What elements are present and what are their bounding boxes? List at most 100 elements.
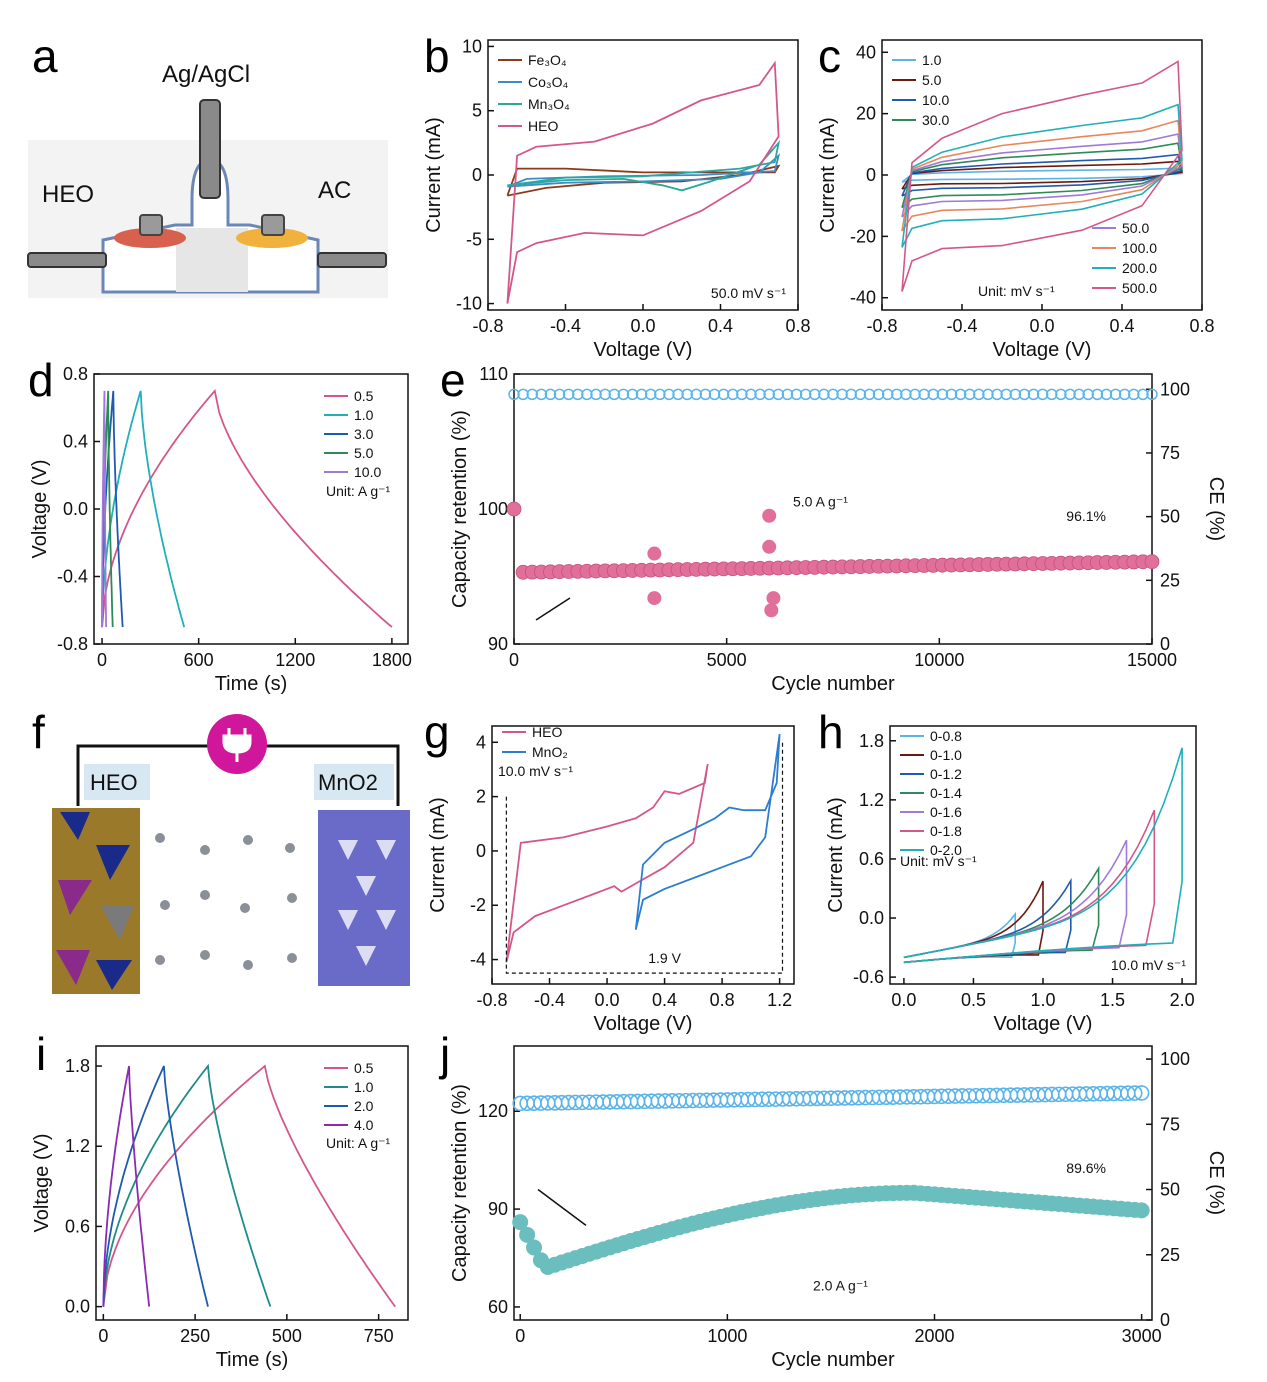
ce-point — [736, 388, 748, 401]
x-tick-label: 1800 — [372, 650, 412, 670]
y-tick-label: 10 — [462, 36, 482, 56]
y-tick-label: -10 — [456, 294, 482, 314]
ce-point — [699, 388, 712, 401]
ce-point — [827, 388, 839, 401]
x-tick-label: 0.0 — [891, 990, 916, 1010]
ce-point — [872, 388, 885, 401]
y-tick-label: -0.4 — [57, 567, 88, 587]
ce-point — [818, 388, 830, 401]
rate-label: 5.0 A g⁻¹ — [793, 493, 848, 509]
retention-point — [1133, 1202, 1150, 1219]
ce-point — [526, 388, 538, 401]
window-label: 1.9 V — [648, 950, 681, 966]
ce-point — [708, 388, 721, 401]
y-tick-label: -0.8 — [57, 634, 88, 654]
ce-point — [963, 388, 976, 401]
panel-letter-d: d — [28, 354, 54, 406]
y2-tick-label: 75 — [1160, 443, 1180, 463]
legend-label: 0-1.2 — [930, 766, 962, 782]
x-tick-label: 1200 — [275, 650, 315, 670]
x-tick-label: 2.0 — [1170, 990, 1195, 1010]
x-tick-label: 0 — [509, 650, 519, 670]
y-axis-label: Voltage (V) — [31, 1134, 53, 1233]
ce-point — [836, 388, 848, 401]
ce-point — [854, 388, 867, 401]
x-tick-label: 0.8 — [710, 990, 735, 1010]
retention-point — [512, 1214, 529, 1231]
y-tick-label: 90 — [488, 1199, 508, 1219]
y-tick-label: 0.0 — [859, 908, 884, 928]
ce-point — [781, 388, 794, 401]
series-line-2.0 — [102, 1065, 209, 1307]
y-tick-label: 0 — [476, 841, 486, 861]
ce-point — [717, 388, 730, 401]
unit-label: Unit: mV s⁻¹ — [900, 853, 977, 869]
legend-label: 0-2.0 — [930, 842, 962, 858]
legend-label: 200.0 — [1122, 260, 1157, 276]
x-tick-label: 250 — [180, 1326, 210, 1346]
x-tick-label: 500 — [272, 1326, 302, 1346]
ce-point — [863, 388, 876, 401]
ce-point — [909, 388, 921, 401]
x-tick-label: 1.0 — [1030, 990, 1055, 1010]
ce-point — [535, 388, 548, 401]
legend-label: 30.0 — [922, 112, 949, 128]
x-axis-label: Time (s) — [216, 1349, 289, 1371]
ce-point — [590, 388, 602, 401]
legend-label: 1.0 — [354, 407, 374, 423]
x-tick-label: 0.8 — [1189, 316, 1214, 336]
x-tick-label: 0.4 — [1109, 316, 1134, 336]
series-line-0-1.0 — [903, 880, 1044, 964]
ce-point — [891, 388, 903, 401]
chart-e: 0 5000 10000 15000 90 100 110 Cycle number Capac… — [449, 364, 1227, 695]
y2-tick-label: 0 — [1160, 634, 1170, 654]
series-line-Mn₃O₄ — [507, 139, 781, 192]
ce-point — [754, 388, 766, 401]
y2-axis-label: CE (%) — [1205, 477, 1227, 541]
legend-label: 500.0 — [1122, 280, 1157, 296]
legend-label: 0-1.8 — [930, 823, 962, 839]
y-tick-label: 0.4 — [63, 432, 88, 452]
x-tick-label: 750 — [364, 1326, 394, 1346]
end-retention-label: 96.1% — [1066, 508, 1106, 524]
ce-point — [1009, 388, 1022, 401]
y2-tick-label: 100 — [1160, 1049, 1190, 1069]
ce-point — [1109, 388, 1122, 401]
series-line-1.0 — [102, 1063, 272, 1307]
legend-label: Co₃O₄ — [528, 74, 568, 90]
reference-label: Ag/AgCl — [162, 61, 250, 88]
ce-point — [608, 388, 621, 401]
plot-frame — [491, 725, 795, 985]
x-tick-label: 600 — [184, 650, 214, 670]
legend-label: 1.0 — [922, 52, 942, 68]
x-tick-label: 0.4 — [708, 316, 733, 336]
ce-point — [726, 388, 739, 401]
legend-label: 0-1.0 — [930, 747, 962, 763]
x-axis-label: Cycle number — [771, 1349, 895, 1371]
y-tick-label: 0 — [866, 165, 876, 185]
x-tick-label: 0.0 — [630, 316, 655, 336]
ce-point — [945, 388, 958, 401]
y-tick-label: 20 — [856, 104, 876, 124]
x-axis-label: Voltage (V) — [993, 339, 1092, 361]
unit-label: Unit: mV s⁻¹ — [978, 283, 1055, 299]
y2-tick-label: 50 — [1160, 1180, 1180, 1200]
ce-point — [790, 388, 803, 401]
legend-label: 5.0 — [922, 72, 942, 88]
ce-point — [745, 388, 757, 401]
y2-tick-label: 100 — [1160, 379, 1190, 399]
y-tick-label: 110 — [479, 364, 508, 384]
ce-point — [1055, 388, 1067, 401]
x-tick-label: 0 — [98, 1326, 108, 1346]
ce-point — [553, 388, 566, 401]
ce-point — [936, 388, 949, 401]
y2-tick-label: 25 — [1160, 1245, 1180, 1265]
ce-point — [845, 388, 857, 401]
series-line-500.0 — [901, 60, 1183, 292]
ce-point — [973, 388, 985, 401]
x-tick-label: 0.0 — [595, 990, 620, 1010]
legend-label: 0-1.4 — [930, 785, 962, 801]
legend-label: 10.0 — [922, 92, 949, 108]
rate-label: 2.0 A g⁻¹ — [813, 1278, 868, 1294]
